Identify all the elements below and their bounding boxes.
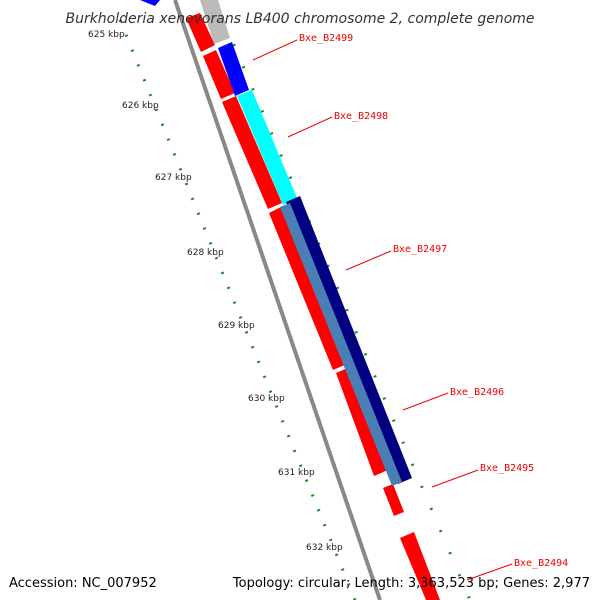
gene-label[interactable]: Bxe_B2498 — [334, 111, 388, 122]
leader-line — [287, 116, 333, 138]
map-title: Burkholderia xenovorans LB400 chromosome… — [65, 11, 534, 27]
cds-feature — [336, 367, 388, 476]
tick-label: 626 kbp — [122, 101, 159, 111]
leader-line — [345, 250, 392, 271]
cds-feature — [222, 96, 282, 209]
feature-block-navy — [286, 196, 412, 484]
gene-label[interactable]: Bxe_B2495 — [480, 463, 534, 474]
feature-block-lightgray — [200, 0, 230, 44]
tick-label: 627 kbp — [155, 173, 192, 183]
cds-track — [186, 13, 440, 600]
cds-feature — [186, 13, 215, 52]
tick-label: 625 kbp — [88, 30, 125, 40]
cds-feature — [400, 532, 440, 600]
leader-line — [466, 563, 513, 581]
cds-feature — [269, 206, 347, 370]
tick-label: 628 kbp — [187, 248, 224, 258]
gene-label[interactable]: Bxe_B2494 — [514, 558, 568, 569]
feature-block-blue — [218, 42, 249, 96]
leader-line — [252, 39, 298, 61]
cds-feature — [383, 484, 404, 516]
tick-labels: 625 kbp 626 kbp 627 kbp 628 kbp 629 kbp … — [88, 30, 343, 553]
leader-line — [402, 392, 449, 411]
feature-block-steelblue — [280, 203, 402, 486]
tick-label: 631 kbp — [278, 468, 315, 478]
gene-leaders — [252, 39, 513, 581]
tick-label: 630 kbp — [248, 394, 285, 404]
feature-track — [140, 0, 412, 486]
gene-labels: Bxe_B2499 Bxe_B2498 Bxe_B2497 Bxe_B2496 … — [299, 33, 568, 569]
feature-block-blue-top — [140, 0, 160, 6]
feature-block-cyan — [237, 90, 297, 205]
summary-text: Topology: circular; Length: 3,363,523 bp… — [232, 576, 590, 591]
tick-label: 632 kbp — [306, 543, 343, 553]
backbone-line — [173, 0, 382, 600]
tick-label: 629 kbp — [218, 321, 255, 331]
cds-feature — [203, 50, 235, 99]
gene-label[interactable]: Bxe_B2496 — [450, 387, 504, 398]
leader-line — [431, 469, 479, 488]
outer-ruler — [213, 0, 472, 600]
gene-label[interactable]: Bxe_B2497 — [393, 244, 447, 255]
accession-text: Accession: NC_007952 — [9, 576, 157, 591]
gene-label[interactable]: Bxe_B2499 — [299, 33, 353, 44]
